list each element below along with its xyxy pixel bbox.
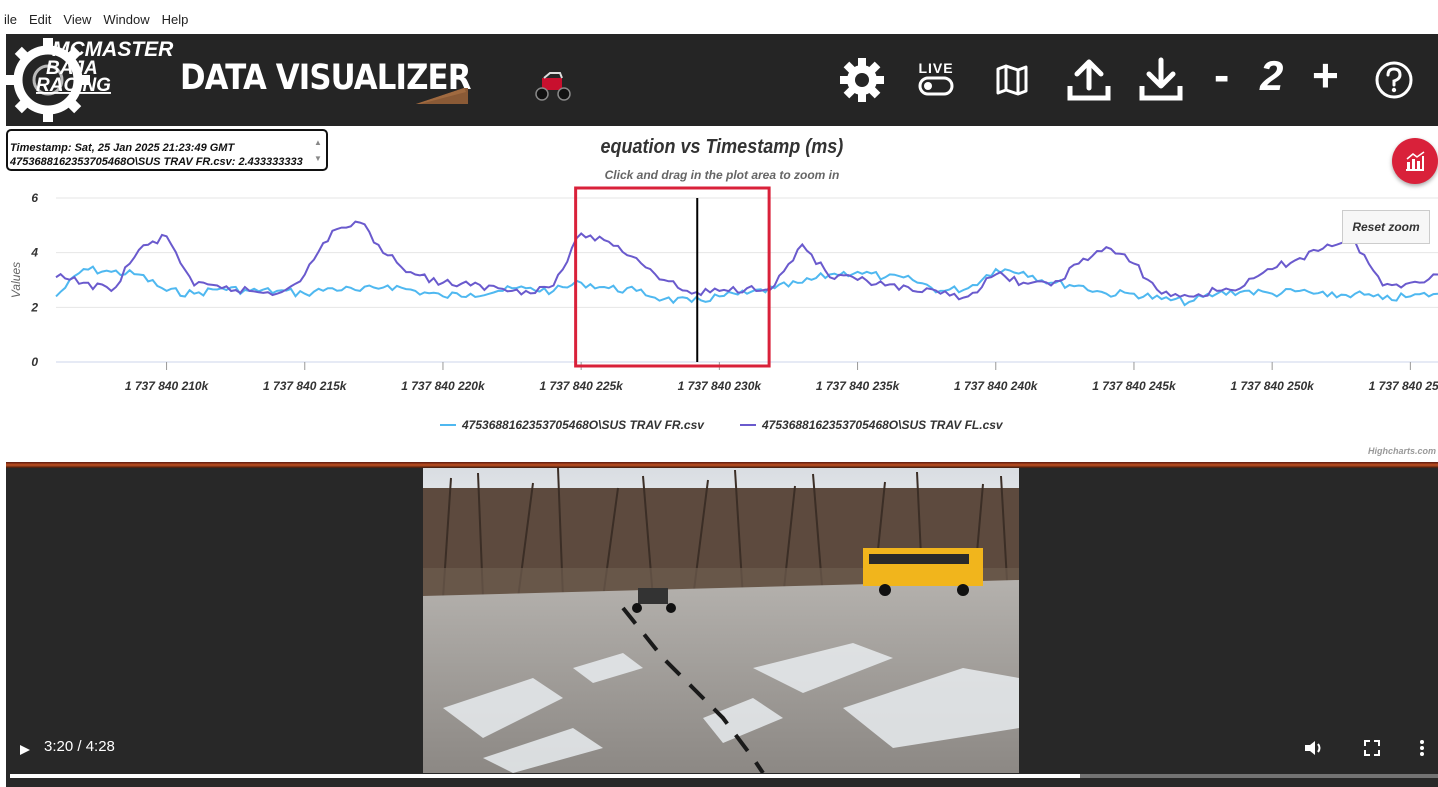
chart-title: equation vs Timestamp (ms) <box>6 136 1438 159</box>
tooltip-timestamp: Timestamp: Sat, 25 Jan 2025 21:23:49 GMT <box>10 142 235 154</box>
x-tick-label: 1 737 840 255k <box>1369 379 1438 393</box>
menu-edit[interactable]: Edit <box>29 12 52 27</box>
panel-divider[interactable] <box>6 462 1438 468</box>
zoom-out-button[interactable]: - <box>1214 49 1230 101</box>
menu-list: ile Edit View Window Help <box>4 12 188 27</box>
menu-help[interactable]: Help <box>161 12 189 27</box>
live-toggle-icon <box>918 76 954 96</box>
x-tick-label: 1 737 840 225k <box>539 379 624 393</box>
menu-window[interactable]: Window <box>103 12 150 27</box>
logo-text-racing: RACING <box>36 75 111 96</box>
help-icon[interactable] <box>1374 60 1414 100</box>
highlight-box <box>574 186 771 368</box>
x-tick-label: 1 737 840 240k <box>954 379 1039 393</box>
settings-gear-icon[interactable] <box>838 56 886 104</box>
upload-icon[interactable] <box>1064 54 1114 104</box>
series-line <box>55 265 1438 307</box>
download-icon[interactable] <box>1136 54 1186 104</box>
fullscreen-icon[interactable] <box>1362 738 1382 758</box>
video-time: 3:20 / 4:28 <box>44 738 115 755</box>
logo-text-baja: BAJA <box>46 58 98 79</box>
tooltip-value: 4753688162353705468O\SUS TRAV FR.csv: 2.… <box>10 156 303 168</box>
highcharts-credits[interactable]: Highcharts.com <box>1367 446 1436 456</box>
logo-text-mcmaster: MCMASTER <box>52 38 174 61</box>
volume-icon[interactable] <box>1302 738 1326 758</box>
zoom-in-button[interactable]: + <box>1312 49 1339 101</box>
live-label: LIVE <box>918 60 954 76</box>
app-title: DATA VISUALIZER <box>180 58 471 98</box>
legend-item[interactable]: 4753688162353705468O\SUS TRAV FL.csv <box>761 418 1004 432</box>
y-tick-label: 6 <box>31 191 38 205</box>
x-tick-label: 1 737 840 235k <box>816 379 901 393</box>
y-tick-label: 0 <box>31 355 38 369</box>
x-tick-label: 1 737 840 230k <box>678 379 763 393</box>
more-options-icon[interactable] <box>1416 738 1428 758</box>
y-tick-label: 2 <box>30 300 38 314</box>
scroll-down-icon[interactable]: ▼ <box>314 154 322 163</box>
chart-tooltip: Timestamp: Sat, 25 Jan 2025 21:23:49 GMT… <box>6 129 328 171</box>
baja-racing-logo: MCMASTER BAJA RACING <box>6 34 186 126</box>
chart-panel: Timestamp: Sat, 25 Jan 2025 21:23:49 GMT… <box>6 126 1438 462</box>
y-axis-label: Values <box>9 262 23 298</box>
y-tick-label: 4 <box>30 246 38 260</box>
video-progress-fill <box>10 774 1080 778</box>
video-progress-bar[interactable] <box>10 774 1438 778</box>
video-frame-image <box>423 468 1019 773</box>
x-tick-label: 1 737 840 245k <box>1092 379 1177 393</box>
menu-view[interactable]: View <box>63 12 92 27</box>
zoom-level: 2 <box>1260 52 1284 99</box>
window-title: ... <box>4 0 13 3</box>
menu-file[interactable]: ile <box>4 12 18 27</box>
video-player[interactable]: 3:20 / 4:28 <box>6 468 1438 787</box>
x-tick-label: 1 737 840 210k <box>125 379 210 393</box>
app-menubar: ... ile Edit View Window Help <box>0 0 1438 34</box>
x-tick-label: 1 737 840 250k <box>1230 379 1315 393</box>
video-frame <box>423 468 1019 773</box>
legend-item[interactable]: 4753688162353705468O\SUS TRAV FR.csv <box>461 418 705 432</box>
chart-title-text: equation vs Timestamp (ms) <box>600 136 844 158</box>
line-chart[interactable]: 0 2 4 6 1 737 840 210k 1 737 840 215k 1 737 84… <box>6 126 1438 462</box>
chart-subtitle: Click and drag in the plot area to zoom … <box>604 168 840 182</box>
app-header: MCMASTER BAJA RACING DATA VISUALIZER LI <box>6 34 1438 126</box>
map-icon[interactable] <box>994 62 1030 98</box>
series-line <box>55 220 1438 301</box>
x-tick-label: 1 737 840 220k <box>401 379 486 393</box>
live-toggle[interactable]: LIVE <box>916 60 956 100</box>
play-icon[interactable] <box>14 740 36 760</box>
scroll-up-icon[interactable]: ▲ <box>314 138 322 147</box>
ramp-graphic <box>416 88 468 104</box>
buggy-icon <box>535 72 571 101</box>
tooltip-scrollbar[interactable]: ▲ ▼ <box>312 135 324 167</box>
chart-analytics-icon <box>1406 151 1425 171</box>
x-tick-label: 1 737 840 215k <box>263 379 348 393</box>
chart-menu-button[interactable] <box>1392 138 1438 184</box>
reset-zoom-button[interactable]: Reset zoom <box>1342 210 1430 244</box>
